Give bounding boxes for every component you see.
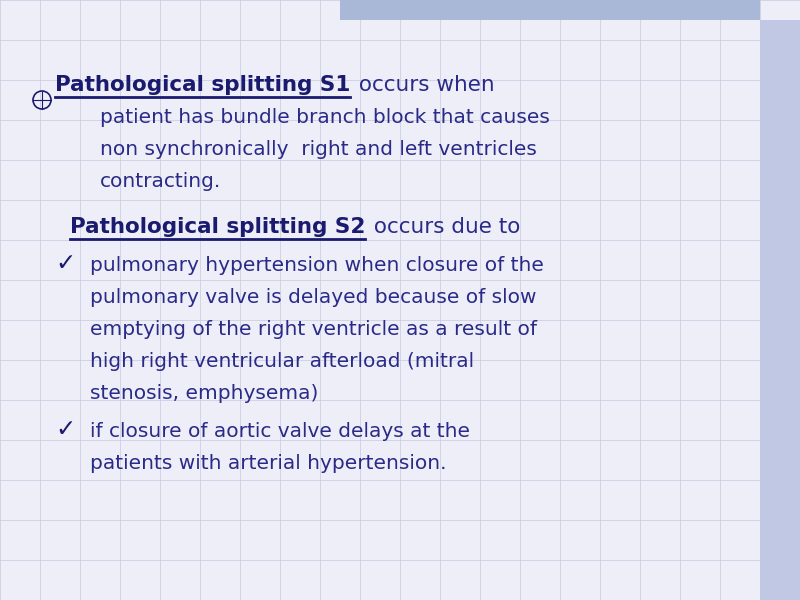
Text: non synchronically  right and left ventricles: non synchronically right and left ventri… [100, 140, 537, 159]
Text: emptying of the right ventricle as a result of: emptying of the right ventricle as a res… [90, 320, 537, 339]
Text: Pathological splitting S2: Pathological splitting S2 [70, 217, 366, 237]
Text: high right ventricular afterload (mitral: high right ventricular afterload (mitral [90, 352, 474, 371]
Text: patients with arterial hypertension.: patients with arterial hypertension. [90, 454, 446, 473]
Bar [340, 0, 760, 20]
Text: ✓: ✓ [55, 251, 75, 275]
Text: stenosis, emphysema): stenosis, emphysema) [90, 384, 318, 403]
Text: occurs due to: occurs due to [367, 217, 521, 237]
Text: patient has bundle branch block that causes: patient has bundle branch block that cau… [100, 108, 550, 127]
Text: pulmonary valve is delayed because of slow: pulmonary valve is delayed because of sl… [90, 288, 537, 307]
Text: Pathological splitting S1: Pathological splitting S1 [55, 75, 350, 95]
Text: ✓: ✓ [55, 417, 75, 441]
Text: contracting.: contracting. [100, 172, 222, 191]
Text: occurs when: occurs when [352, 75, 495, 95]
Text: pulmonary hypertension when closure of the: pulmonary hypertension when closure of t… [90, 256, 544, 275]
Bar [760, 20, 800, 600]
Text: if closure of aortic valve delays at the: if closure of aortic valve delays at the [90, 422, 470, 441]
